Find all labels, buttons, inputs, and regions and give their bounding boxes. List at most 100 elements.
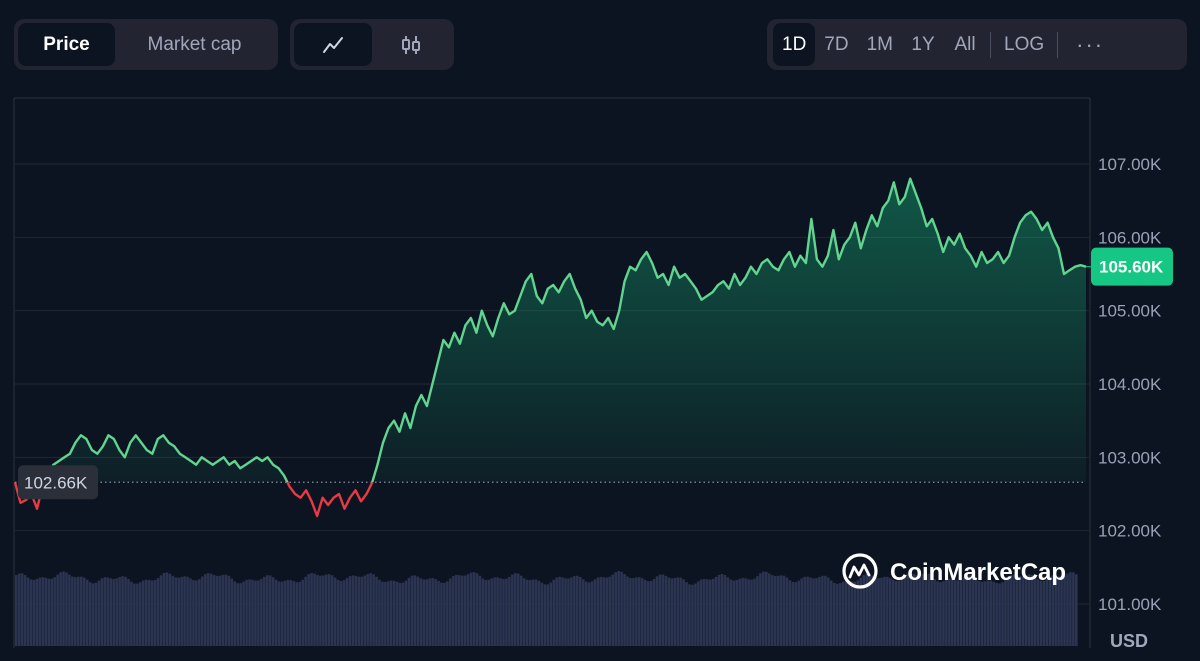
range-all-button[interactable]: All	[954, 33, 976, 55]
volume-bar	[221, 574, 225, 646]
volume-bar	[818, 576, 821, 646]
volume-bar	[224, 574, 228, 646]
volume-bar	[1042, 580, 1046, 646]
volume-bar	[871, 575, 874, 646]
volume-bar	[933, 578, 936, 646]
volume-bar	[528, 580, 532, 646]
volume-bar	[921, 574, 925, 646]
volume-bar	[765, 571, 768, 646]
volume-bar	[667, 577, 671, 646]
volume-bar	[797, 580, 801, 646]
volume-bar	[859, 577, 863, 646]
volume-bar	[189, 578, 192, 646]
price-area	[44, 178, 1086, 483]
volume-bar	[392, 580, 396, 646]
tab-price[interactable]: Price	[18, 23, 115, 66]
volume-bar	[676, 577, 679, 646]
volume-bar	[953, 580, 957, 646]
volume-bar	[316, 575, 319, 646]
volume-bar	[700, 579, 703, 646]
candlestick-button[interactable]	[372, 23, 450, 66]
volume-bar	[832, 582, 836, 646]
volume-bar	[390, 580, 393, 646]
volume-bar	[35, 578, 39, 646]
volume-bar	[555, 577, 558, 646]
volume-bar	[348, 576, 352, 646]
range-1m-button[interactable]: 1M	[866, 33, 893, 55]
volume-bar	[20, 573, 24, 646]
y-axis-ticks: 107.00K 106.00K 105.00K 104.00K 103.00K 102.0…	[1098, 155, 1162, 614]
volume-bar	[1066, 573, 1069, 646]
volume-bar	[658, 574, 662, 646]
volume-bar	[649, 580, 653, 646]
volume-bar	[708, 579, 712, 646]
volume-bar	[212, 575, 216, 646]
volume-bar	[900, 577, 904, 646]
volume-bar	[481, 578, 485, 646]
volume-bar	[136, 583, 139, 646]
volume-bar	[1075, 574, 1078, 646]
volume-bar	[209, 573, 213, 646]
volume-bar	[759, 573, 762, 646]
volume-bar	[156, 578, 160, 646]
volume-bar	[354, 575, 358, 646]
volume-bar	[449, 578, 452, 646]
range-1y-button[interactable]: 1Y	[911, 33, 935, 55]
open-price-reference: 102.66K 105.60K	[15, 247, 1173, 500]
volume-bar	[431, 578, 434, 646]
volume-bar	[974, 578, 978, 646]
line-chart-button[interactable]	[294, 23, 372, 66]
range-1d-button[interactable]: 1D	[773, 23, 816, 66]
volume-bar	[714, 576, 718, 646]
volume-bar	[1001, 582, 1004, 646]
y-tick-label: 104.00K	[1098, 375, 1162, 394]
volume-bar	[756, 576, 759, 646]
volume-bar	[330, 575, 334, 646]
volume-bar	[694, 583, 697, 646]
volume-bar	[998, 583, 1001, 646]
time-range-selector: 1D 7D 1M 1Y All LOG ···	[767, 19, 1187, 70]
volume-bar	[785, 577, 789, 646]
volume-bar	[79, 576, 83, 646]
volume-bar	[94, 582, 98, 646]
volume-bar	[516, 573, 520, 646]
volume-bar	[519, 575, 523, 646]
volume-bar	[824, 575, 827, 646]
volume-bar	[505, 578, 508, 646]
volume-bar	[599, 576, 603, 646]
more-options-button[interactable]: ···	[1076, 31, 1105, 57]
volume-bar	[26, 577, 30, 646]
volume-bar	[531, 579, 535, 646]
volume-bar	[617, 571, 620, 646]
volume-bar	[254, 580, 257, 646]
log-scale-button[interactable]: LOG	[1004, 33, 1045, 55]
current-price-label: 105.60K	[1099, 258, 1164, 277]
volume-bar	[410, 575, 414, 646]
range-7d-button[interactable]: 7D	[824, 33, 849, 55]
volume-bar	[809, 577, 812, 646]
volume-bar	[150, 580, 154, 646]
volume-bar	[587, 582, 591, 646]
volume-bar	[440, 582, 443, 646]
volume-bar	[629, 578, 632, 646]
volume-bar	[130, 581, 133, 646]
volume-bar	[327, 574, 331, 646]
volume-bar	[147, 579, 151, 646]
volume-bar	[298, 581, 302, 646]
volume-bar	[17, 573, 21, 646]
volume-bar	[720, 574, 724, 646]
volume-bar	[15, 575, 18, 646]
volume-bar	[195, 580, 198, 646]
volume-bar	[685, 582, 688, 646]
volume-bar	[174, 577, 178, 646]
volume-bar	[82, 577, 86, 646]
y-tick-label: 102.00K	[1098, 522, 1162, 541]
volume-bar	[286, 579, 290, 646]
volume-bar	[844, 580, 848, 646]
volume-bar	[705, 579, 709, 646]
volume-bar	[183, 576, 186, 646]
volume-bar	[106, 577, 110, 646]
tab-market-cap[interactable]: Market cap	[147, 33, 242, 55]
volume-bar	[652, 578, 656, 646]
